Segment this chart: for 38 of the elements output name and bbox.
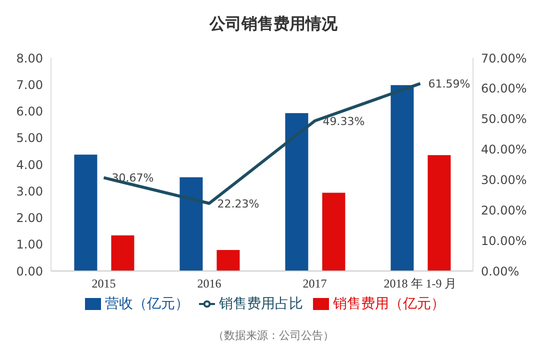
data-label: 22.23% xyxy=(217,197,260,210)
y-tick-label: 1.00 xyxy=(16,238,43,252)
y-tick-label: 0.00 xyxy=(16,264,43,278)
y-tick-label: 3.00 xyxy=(16,184,43,198)
bar xyxy=(390,85,414,271)
bar xyxy=(285,113,308,271)
y2-tick-label: 0.00% xyxy=(481,264,520,278)
bar xyxy=(216,250,240,271)
y2-tick-label: 10.00% xyxy=(481,234,527,248)
chart-title: 公司销售费用情况 xyxy=(208,14,338,35)
y-tick-label: 6.00 xyxy=(16,104,43,119)
data-label: 49.33% xyxy=(322,114,365,128)
y-tick-label: 2.00 xyxy=(16,211,43,226)
bar xyxy=(180,177,203,271)
x-tick-label: 2016 xyxy=(197,276,222,291)
y2-tick-label: 30.00% xyxy=(481,172,527,187)
y-tick-label: 8.00 xyxy=(16,51,43,66)
legend-label: 营收（亿元） xyxy=(105,296,189,312)
y-tick-label: 4.00 xyxy=(16,158,43,172)
data-label: 61.59% xyxy=(428,77,470,90)
bar xyxy=(111,235,134,271)
x-tick-label: 2015 xyxy=(92,276,116,291)
y-tick-label: 5.00 xyxy=(16,131,43,146)
y2-tick-label: 60.00% xyxy=(481,82,527,96)
text: （数据来源：公司公告） xyxy=(212,328,335,343)
data-label: 30.67% xyxy=(112,172,154,185)
bar xyxy=(74,154,98,271)
bar xyxy=(428,155,451,271)
x-tick-label: 2018 年 1-9 月 xyxy=(384,276,457,291)
legend-label: 销售费用占比 xyxy=(219,296,303,312)
y2-tick-label: 50.00% xyxy=(481,112,527,126)
y2-tick-label: 70.00% xyxy=(481,51,527,66)
legend-label: 销售费用（亿元） xyxy=(333,296,445,312)
x-tick-label: 2017 xyxy=(302,276,327,291)
y2-tick-label: 20.00% xyxy=(481,203,527,218)
bar xyxy=(322,192,346,271)
y-tick-label: 7.00 xyxy=(16,78,43,92)
y2-tick-label: 40.00% xyxy=(481,142,527,157)
